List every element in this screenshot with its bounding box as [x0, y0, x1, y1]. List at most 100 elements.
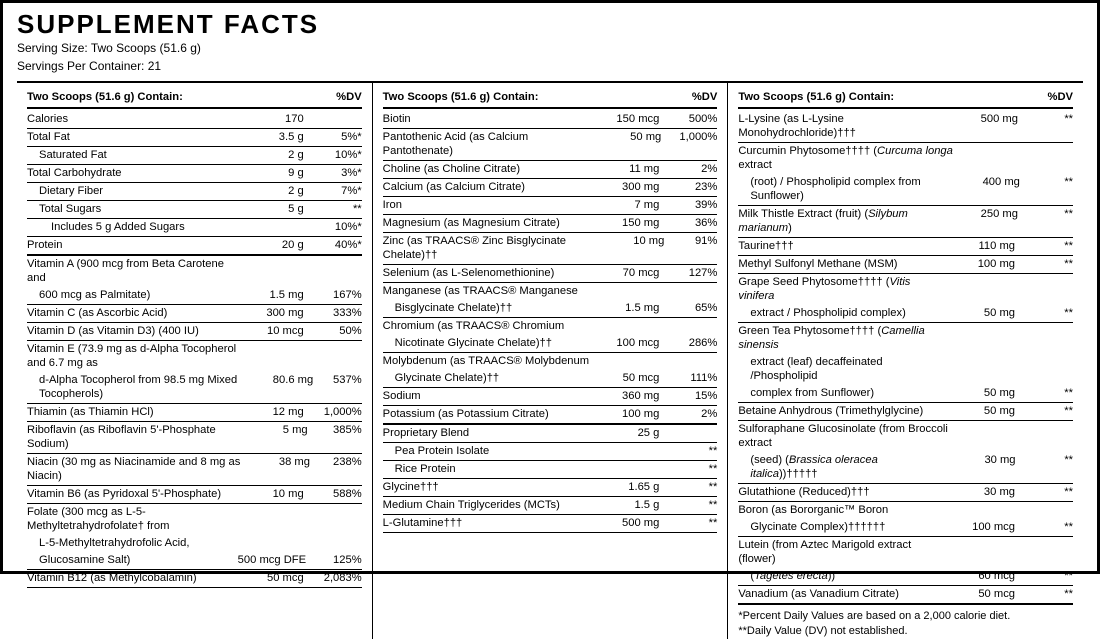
row-amount: 250 mg	[956, 207, 1024, 235]
table-row: Vitamin A (900 mcg from Beta Carotene an…	[27, 256, 362, 287]
row-label: Vanadium (as Vanadium Citrate)	[738, 587, 949, 601]
row-dv	[1027, 144, 1073, 172]
column-header-dv: %DV	[336, 90, 362, 104]
row-dv: 3%*	[310, 166, 362, 180]
table-row: Calcium (as Calcium Citrate)300 mg23%	[383, 179, 718, 197]
row-amount	[238, 536, 310, 550]
row-amount: 3.5 g	[238, 130, 310, 144]
row-amount: 50 mg	[949, 306, 1021, 320]
table-row: Curcumin Phytosome†††† (Curcuma longa ex…	[738, 143, 1073, 174]
row-amount: 38 mg	[252, 455, 316, 483]
row-label: Sodium	[383, 389, 594, 403]
row-dv: **	[1021, 404, 1073, 418]
row-label: Nicotinate Glycinate Chelate)††	[383, 336, 594, 350]
row-label: Pea Protein Isolate	[383, 444, 594, 458]
table-row: (seed) (Brassica oleracea italica))†††††…	[738, 452, 1073, 484]
row-amount	[949, 503, 1021, 517]
row-dv: **	[1021, 239, 1073, 253]
row-label: Saturated Fat	[27, 148, 238, 162]
row-amount: 5 g	[238, 202, 310, 216]
row-amount: 100 mg	[593, 407, 665, 421]
table-row: Riboflavin (as Riboflavin 5'-Phosphate S…	[27, 422, 362, 454]
table-row: 600 mcg as Palmitate)1.5 mg167%	[27, 287, 362, 305]
row-amount: 500 mg	[956, 112, 1024, 140]
row-label: Proprietary Blend	[383, 426, 594, 440]
table-row: Glycinate Chelate)††50 mcg111%	[383, 370, 718, 388]
row-label: Curcumin Phytosome†††† (Curcuma longa ex…	[738, 144, 963, 172]
row-dv: 127%	[665, 266, 717, 280]
row-label: Manganese (as TRAACS® Manganese	[383, 284, 594, 298]
row-amount	[260, 342, 319, 370]
table-row: Pea Protein Isolate **	[383, 443, 718, 461]
row-label: L-5-Methyltetrahydrofolic Acid,	[27, 536, 238, 550]
row-dv: **	[665, 480, 717, 494]
row-dv: 588%	[310, 487, 362, 501]
row-amount: 25 g	[593, 426, 665, 440]
row-label: Total Fat	[27, 130, 238, 144]
table-row: Choline (as Choline Citrate)11 mg2%	[383, 161, 718, 179]
row-label: Calories	[27, 112, 238, 126]
row-amount: 360 mg	[593, 389, 665, 403]
row-dv: **	[310, 202, 362, 216]
row-label: Riboflavin (as Riboflavin 5'-Phosphate S…	[27, 423, 247, 451]
table-row: Total Sugars5 g**	[27, 201, 362, 219]
row-label: Methyl Sulfonyl Methane (MSM)	[738, 257, 949, 271]
row-amount: 7 mg	[593, 198, 665, 212]
table-row: Total Carbohydrate9 g3%*	[27, 165, 362, 183]
row-dv: 167%	[310, 288, 362, 302]
row-amount: 50 mg	[949, 386, 1021, 400]
row-dv: **	[1024, 112, 1073, 140]
row-label: (seed) (Brassica oleracea italica))†††††	[738, 453, 950, 481]
row-label: Betaine Anhydrous (Trimethylglycine)	[738, 404, 949, 418]
row-dv: **	[1022, 453, 1074, 481]
row-label: Chromium (as TRAACS® Chromium	[383, 319, 594, 333]
row-dv: 2,083%	[310, 571, 362, 585]
row-amount: 10 mg	[605, 234, 671, 262]
row-dv: 125%	[310, 553, 362, 567]
row-dv	[665, 426, 717, 440]
table-row: Milk Thistle Extract (fruit) (Silybum ma…	[738, 206, 1073, 238]
row-dv: 40%*	[310, 238, 362, 252]
row-dv	[1021, 503, 1073, 517]
row-dv	[320, 342, 362, 370]
row-dv: **	[1024, 207, 1073, 235]
row-label: Taurine†††	[738, 239, 949, 253]
table-row: Vitamin E (73.9 mg as d-Alpha Tocopherol…	[27, 341, 362, 372]
table-row: L-5-Methyltetrahydrofolic Acid,	[27, 535, 362, 552]
row-dv: 5%*	[310, 130, 362, 144]
row-dv	[1022, 275, 1073, 303]
row-amount	[951, 275, 1022, 303]
table-row: Medium Chain Triglycerides (MCTs)1.5 g**	[383, 497, 718, 515]
table-row: Potassium (as Potassium Citrate)100 mg2%	[383, 406, 718, 425]
row-dv: 2%	[665, 407, 717, 421]
supplement-facts-panel: SUPPLEMENT FACTS Serving Size: Two Scoop…	[0, 0, 1100, 574]
table-row: Biotin150 mcg500%	[383, 111, 718, 129]
row-amount: 80.6 mg	[259, 373, 319, 401]
row-amount: 70 mcg	[593, 266, 665, 280]
row-label: Boron (as Bororganic™ Boron	[738, 503, 949, 517]
table-row: Chromium (as TRAACS® Chromium	[383, 318, 718, 335]
row-label: Biotin	[383, 112, 594, 126]
row-label: Includes 5 g Added Sugars	[27, 220, 238, 234]
column-header: Two Scoops (51.6 g) Contain: %DV	[27, 87, 362, 109]
row-amount: 500 mcg DFE	[238, 553, 310, 567]
row-amount: 1.5 mg	[238, 288, 310, 302]
row-label: Vitamin C (as Ascorbic Acid)	[27, 306, 238, 320]
row-dv: 10%*	[310, 220, 362, 234]
row-dv: **	[665, 444, 717, 458]
row-amount	[957, 324, 1025, 352]
row-label: Vitamin B6 (as Pyridoxal 5'-Phosphate)	[27, 487, 238, 501]
row-amount: 300 mg	[593, 180, 665, 194]
row-label: 600 mcg as Palmitate)	[27, 288, 238, 302]
row-amount: 50 mg	[949, 404, 1021, 418]
row-dv: **	[1021, 485, 1073, 499]
row-dv	[665, 319, 717, 333]
row-label: Milk Thistle Extract (fruit) (Silybum ma…	[738, 207, 955, 235]
column-3: Two Scoops (51.6 g) Contain:%DVL-Lysine …	[727, 83, 1083, 639]
table-row: Lutein (from Aztec Marigold extract (flo…	[738, 537, 1073, 568]
row-label: Grape Seed Phytosome†††† (Vitis vinifera	[738, 275, 950, 303]
row-amount: 30 mg	[949, 485, 1021, 499]
column-header-label: Two Scoops (51.6 g) Contain:	[27, 90, 183, 104]
row-amount	[963, 144, 1027, 172]
table-row: L-Lysine (as L-Lysine Monohydrochloride)…	[738, 111, 1073, 143]
